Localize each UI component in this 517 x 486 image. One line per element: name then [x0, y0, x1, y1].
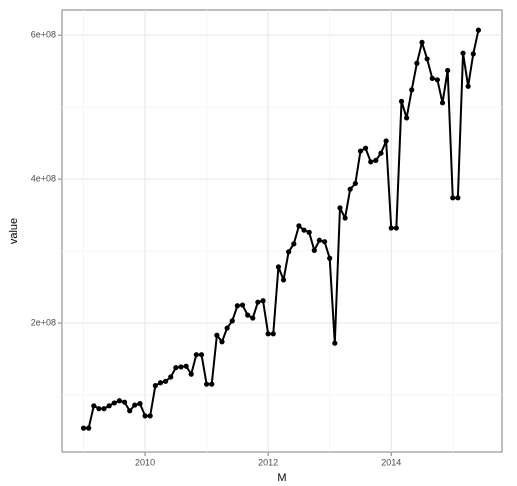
point	[239, 302, 246, 308]
point	[404, 115, 410, 121]
point	[311, 247, 317, 253]
point	[414, 60, 420, 66]
point	[306, 229, 312, 235]
point	[342, 215, 348, 221]
point	[183, 363, 189, 369]
point	[204, 381, 210, 387]
point	[245, 312, 251, 318]
point	[142, 413, 148, 419]
point	[439, 100, 446, 106]
point	[91, 403, 97, 409]
point	[291, 241, 297, 247]
point	[368, 159, 374, 165]
point	[470, 51, 476, 57]
point	[316, 237, 323, 243]
point	[280, 277, 287, 283]
point	[229, 318, 235, 324]
x-tick-label: 2010	[135, 457, 155, 467]
point	[173, 365, 179, 371]
point	[80, 425, 87, 431]
point	[465, 83, 471, 89]
point	[265, 331, 271, 337]
point	[137, 401, 143, 407]
point	[296, 223, 302, 229]
point	[332, 340, 338, 346]
point	[234, 303, 240, 309]
point	[398, 98, 405, 104]
point	[121, 399, 128, 405]
point	[327, 255, 333, 261]
point	[347, 186, 353, 192]
point	[362, 145, 369, 151]
point	[127, 408, 133, 414]
point	[475, 27, 482, 33]
point	[378, 150, 384, 156]
point	[429, 75, 435, 81]
point	[111, 400, 117, 406]
point	[219, 339, 225, 345]
point	[193, 352, 199, 358]
y-tick-label: 2e+08	[31, 317, 56, 327]
point	[352, 180, 358, 187]
point	[255, 299, 261, 305]
point	[445, 67, 451, 74]
y-tick-label: 6e+08	[31, 30, 56, 40]
point	[388, 225, 394, 231]
y-tick-label: 4e+08	[31, 173, 56, 183]
point	[455, 195, 461, 201]
point	[224, 325, 230, 331]
point	[434, 77, 440, 83]
y-axis-title: value	[8, 218, 20, 244]
point	[188, 371, 194, 377]
point	[286, 249, 292, 255]
point	[162, 378, 169, 384]
point	[321, 239, 328, 245]
x-tick-label: 2014	[381, 457, 401, 467]
x-axis-title: M	[277, 472, 286, 484]
point	[260, 298, 266, 304]
point	[106, 403, 112, 409]
point	[178, 364, 184, 370]
point	[275, 264, 282, 270]
point	[250, 315, 256, 321]
point	[383, 138, 389, 144]
point	[373, 157, 379, 164]
point	[116, 398, 123, 404]
point	[357, 148, 364, 154]
point	[460, 50, 466, 56]
point	[86, 425, 92, 431]
point	[147, 413, 153, 419]
point	[424, 56, 430, 62]
point	[419, 39, 425, 45]
point	[409, 87, 415, 93]
point	[214, 332, 220, 338]
point	[393, 225, 399, 231]
point	[198, 352, 205, 358]
point	[337, 205, 343, 211]
point	[168, 374, 174, 380]
point	[152, 383, 158, 389]
point	[157, 380, 164, 386]
point	[301, 227, 307, 233]
point	[270, 331, 276, 337]
point	[96, 406, 102, 412]
point	[101, 406, 107, 412]
plot-panel	[61, 9, 503, 453]
point	[132, 402, 138, 408]
x-tick-label: 2012	[258, 457, 278, 467]
point	[450, 195, 456, 201]
point	[209, 381, 215, 387]
